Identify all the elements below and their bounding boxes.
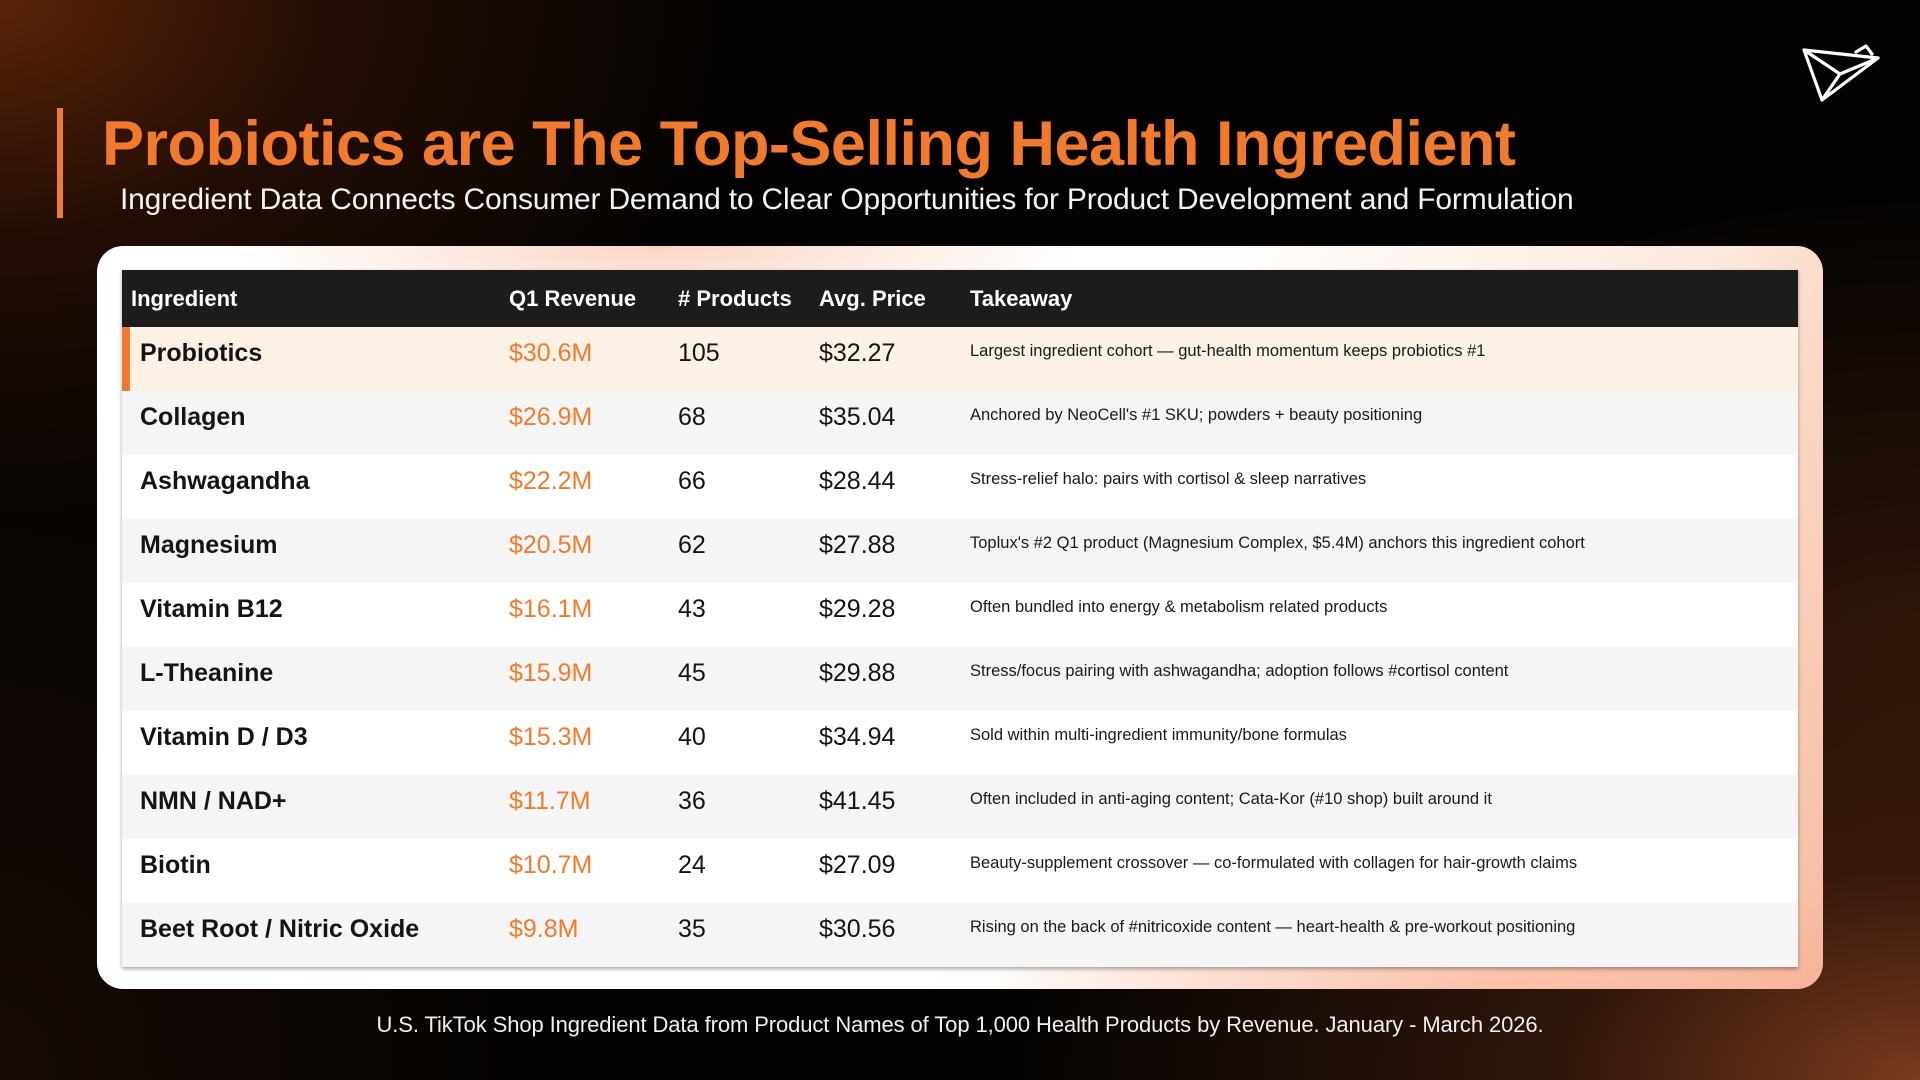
products-cell: 43 (678, 595, 706, 623)
products-cell: 68 (678, 403, 706, 431)
products-cell: 105 (678, 339, 720, 367)
products-cell: 40 (678, 723, 706, 751)
page-title: Probiotics are The Top-Selling Health In… (102, 109, 1516, 179)
revenue-cell: $30.6M (509, 339, 593, 367)
avg-price-cell: $29.28 (819, 595, 896, 623)
table-row: Ashwagandha $22.2M 66 $28.44 Stress-relief h… (122, 455, 1798, 519)
source-footnote: U.S. TikTok Shop Ingredient Data from Pr… (376, 1012, 1544, 1037)
takeaway-cell: Sold within multi-ingredient immunity/bo… (970, 726, 1347, 744)
column-header-ingredient: Ingredient (131, 286, 238, 311)
title-accent-bar (57, 108, 63, 218)
table-row: Collagen $26.9M 68 $35.04 Anchored by NeoCel… (122, 391, 1798, 455)
takeaway-cell: Often bundled into energy & metabolism r… (970, 598, 1388, 616)
revenue-cell: $15.9M (509, 659, 593, 687)
column-header-q1-revenue: Q1 Revenue (509, 286, 637, 311)
ingredient-cell: Beet Root / Nitric Oxide (140, 915, 420, 943)
table-row: L-Theanine $15.9M 45 $29.88 Stress/focus pai… (122, 647, 1798, 711)
avg-price-cell: $30.56 (819, 915, 896, 943)
products-cell: 45 (678, 659, 706, 687)
ingredient-cell: Vitamin B12 (140, 595, 283, 623)
ingredient-cell: Probiotics (140, 339, 263, 367)
takeaway-cell: Anchored by NeoCell's #1 SKU; powders + … (970, 406, 1423, 424)
table-row: Biotin $10.7M 24 $27.09 Beauty-supplement cr… (122, 839, 1798, 903)
ingredient-table: Ingredient Q1 Revenue # Products Avg. Pr… (122, 270, 1798, 967)
products-cell: 35 (678, 915, 706, 943)
paper-plane-bird-logo-icon (1802, 44, 1880, 102)
avg-price-cell: $41.45 (819, 787, 896, 815)
revenue-cell: $9.8M (509, 915, 579, 943)
avg-price-cell: $29.88 (819, 659, 896, 687)
avg-price-cell: $27.88 (819, 531, 896, 559)
ingredient-cell: L-Theanine (140, 659, 274, 687)
ingredient-cell: NMN / NAD+ (140, 787, 287, 815)
revenue-cell: $20.5M (509, 531, 593, 559)
revenue-cell: $16.1M (509, 595, 593, 623)
products-cell: 62 (678, 531, 706, 559)
top-row-marker (122, 327, 130, 391)
takeaway-cell: Largest ingredient cohort — gut-health m… (970, 342, 1486, 360)
products-cell: 24 (678, 851, 706, 879)
ingredient-cell: Biotin (140, 851, 211, 879)
ingredient-cell: Collagen (140, 403, 246, 431)
revenue-cell: $15.3M (509, 723, 593, 751)
revenue-cell: $26.9M (509, 403, 593, 431)
ingredient-cell: Vitamin D / D3 (140, 723, 308, 751)
avg-price-cell: $27.09 (819, 851, 896, 879)
avg-price-cell: $35.04 (819, 403, 896, 431)
products-cell: 36 (678, 787, 706, 815)
products-cell: 66 (678, 467, 706, 495)
takeaway-cell: Stress-relief halo: pairs with cortisol … (970, 470, 1367, 488)
column-header-avg-price: Avg. Price (819, 286, 926, 311)
table-row: Vitamin B12 $16.1M 43 $29.28 Often bundled i… (122, 583, 1798, 647)
avg-price-cell: $28.44 (819, 467, 896, 495)
takeaway-cell: Rising on the back of #nitricoxide conte… (970, 918, 1576, 936)
column-header-takeaway: Takeaway (970, 286, 1073, 311)
table-row: Magnesium $20.5M 62 $27.88 Toplux's #2 Q1 pr… (122, 519, 1798, 583)
revenue-cell: $10.7M (509, 851, 593, 879)
table-row: Beet Root / Nitric Oxide $9.8M 35 $30.56 Ris… (122, 903, 1798, 967)
column-header-products: # Products (678, 286, 792, 311)
avg-price-cell: $34.94 (819, 723, 896, 751)
ingredient-cell: Magnesium (140, 531, 278, 559)
table-row: Vitamin D / D3 $15.3M 40 $34.94 Sold within … (122, 711, 1798, 775)
table-row: Probiotics $30.6M 105 $32.27 Largest ingredi… (122, 327, 1798, 391)
revenue-cell: $22.2M (509, 467, 593, 495)
takeaway-cell: Beauty-supplement crossover — co-formula… (970, 854, 1578, 872)
page-subtitle: Ingredient Data Connects Consumer Demand… (120, 183, 1574, 216)
table-row: NMN / NAD+ $11.7M 36 $41.45 Often included i… (122, 775, 1798, 839)
table-body: Probiotics $30.6M 105 $32.27 Largest ingredi… (122, 327, 1798, 967)
takeaway-cell: Toplux's #2 Q1 product (Magnesium Comple… (970, 534, 1585, 552)
ingredient-cell: Ashwagandha (140, 467, 310, 495)
takeaway-cell: Stress/focus pairing with ashwagandha; a… (970, 662, 1509, 680)
avg-price-cell: $32.27 (819, 339, 896, 367)
revenue-cell: $11.7M (509, 787, 591, 815)
takeaway-cell: Often included in anti-aging content; Ca… (970, 790, 1492, 808)
table-header-row: Ingredient Q1 Revenue # Products Avg. Pr… (122, 270, 1798, 327)
